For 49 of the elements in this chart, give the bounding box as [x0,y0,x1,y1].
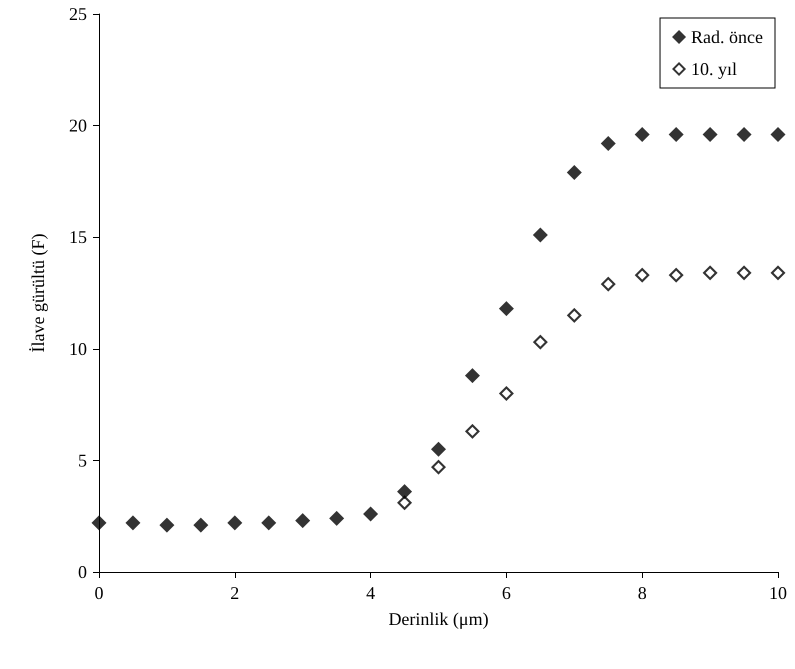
x-axis-title: Derinlik (μm) [388,609,489,629]
legend-label: Rad. önce [691,27,764,47]
point [363,506,378,522]
legend-label: 10. yıl [691,59,738,79]
point [634,127,650,142]
point [464,368,480,384]
point [600,136,616,151]
x-tick-label: 0 [94,583,104,603]
x-tick-label: 2 [230,583,240,603]
y-tick-label: 0 [78,562,87,582]
point [668,127,684,142]
y-tick-label: 5 [78,450,87,470]
point [736,265,752,280]
point [193,518,208,533]
point [736,127,752,142]
point [498,301,514,316]
x-tick-label: 6 [502,583,511,603]
point [668,268,684,283]
point [498,386,514,401]
point [92,515,106,530]
point [600,276,616,292]
point [397,484,412,500]
point [566,164,582,180]
point [295,513,310,528]
y-tick-label: 25 [69,4,87,24]
point [329,510,344,526]
point [397,495,412,510]
point [125,515,140,530]
point [634,268,650,283]
point [159,518,174,533]
y-axis-title: İlave gürültü (F) [28,234,48,352]
point [261,515,276,530]
y-tick-label: 10 [69,338,87,359]
point [702,127,718,142]
point [566,308,582,323]
x-tick-label: 8 [638,583,647,603]
point [464,424,480,439]
y-tick-label: 20 [69,116,87,136]
point [227,515,242,530]
point [770,127,786,142]
y-tick-label: 15 [69,227,87,248]
point [702,265,718,280]
point [431,460,446,475]
point [431,442,446,457]
point [532,334,548,350]
x-tick-label: 4 [366,583,376,603]
point [532,227,548,242]
point [770,265,786,280]
x-tick-label: 10 [769,583,787,603]
